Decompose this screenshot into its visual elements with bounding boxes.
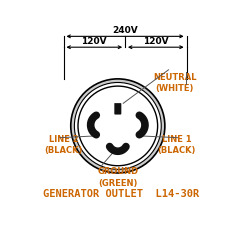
Circle shape <box>78 86 158 166</box>
Text: LINE 1
(BLACK): LINE 1 (BLACK) <box>157 135 196 155</box>
Text: GENERATOR OUTLET  L14-30R: GENERATOR OUTLET L14-30R <box>43 189 200 199</box>
Circle shape <box>74 82 161 169</box>
Text: GROUND
(GREEN): GROUND (GREEN) <box>97 167 138 188</box>
Text: NEUTRAL
(WHITE): NEUTRAL (WHITE) <box>153 73 196 94</box>
Text: 120V: 120V <box>81 37 107 46</box>
Text: 120V: 120V <box>143 37 169 46</box>
Text: 240V: 240V <box>112 26 138 35</box>
FancyBboxPatch shape <box>114 103 121 114</box>
Circle shape <box>71 79 165 173</box>
Text: LINE 2
(BLACK): LINE 2 (BLACK) <box>44 135 83 155</box>
